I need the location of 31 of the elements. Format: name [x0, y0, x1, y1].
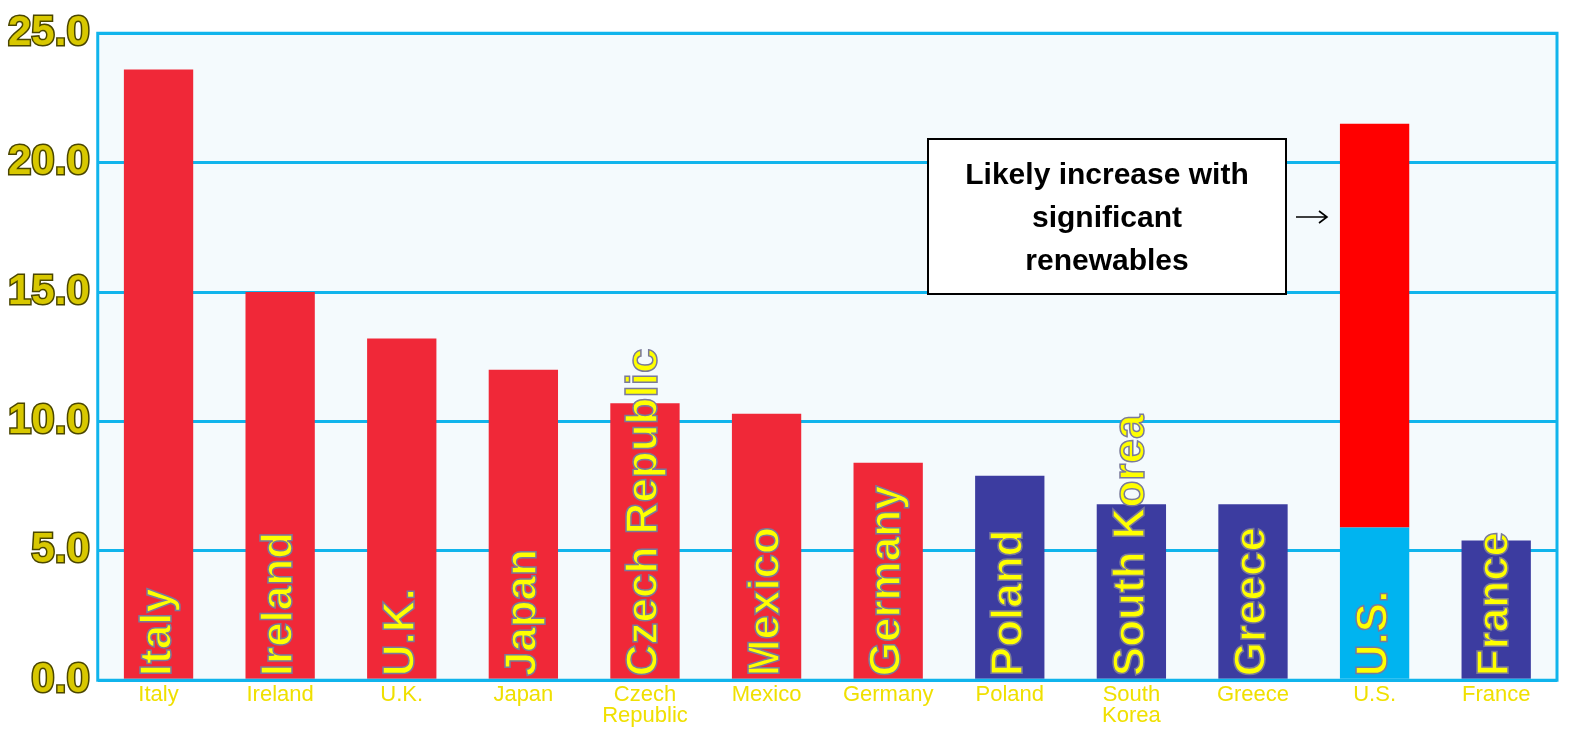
- category-label: Poland: [975, 680, 1045, 706]
- category-label: U.K.: [380, 680, 424, 706]
- y-tick-label: 0.0: [31, 653, 90, 701]
- annotation: Likely increase with significant renewables: [927, 138, 1287, 296]
- x-tick-label: Japan: [495, 549, 545, 677]
- category-label: South Korea: [1102, 680, 1161, 727]
- x-tick-label: South Korea: [1103, 414, 1153, 677]
- x-tick-label: Poland: [981, 529, 1031, 677]
- y-tick-label: 25.0: [7, 6, 90, 54]
- category-label: Greece: [1216, 680, 1290, 706]
- x-tick-label: Ireland: [252, 531, 302, 677]
- x-tick-label: Italy: [130, 587, 180, 677]
- y-tick-label: 5.0: [31, 524, 90, 572]
- y-tick-label: 15.0: [7, 265, 90, 313]
- category-label: Japan: [493, 680, 554, 706]
- x-tick-label: Mexico: [738, 527, 788, 677]
- category-label: France: [1461, 680, 1531, 706]
- x-tick-label: Greece: [1225, 526, 1275, 677]
- x-tick-label: Germany: [860, 484, 910, 677]
- x-tick-label: France: [1468, 531, 1518, 677]
- category-label: Italy: [138, 680, 179, 706]
- y-tick-label: 20.0: [7, 136, 90, 184]
- x-tick-label: Czech Republic: [617, 348, 667, 677]
- category-label: Czech Republic: [602, 680, 688, 727]
- x-tick-label: U.S.: [1346, 590, 1396, 677]
- x-tick-label: U.K.: [373, 588, 423, 677]
- category-label: Germany: [842, 680, 934, 706]
- category-label: Ireland: [246, 680, 314, 706]
- category-label: U.S.: [1353, 680, 1396, 706]
- category-label: Mexico: [731, 680, 802, 706]
- y-tick-label: 10.0: [7, 394, 90, 442]
